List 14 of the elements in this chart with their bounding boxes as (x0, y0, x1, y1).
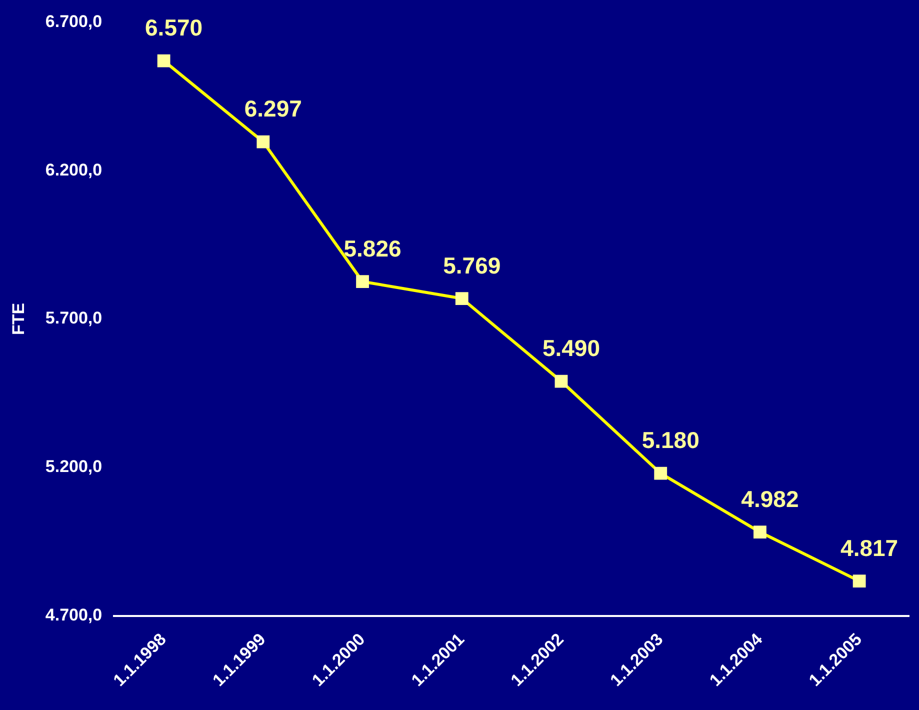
data-label: 6.297 (244, 96, 302, 122)
y-axis-title: FTE (8, 302, 28, 336)
data-label: 4.982 (741, 486, 799, 512)
data-label: 6.570 (145, 14, 203, 41)
y-tick-label: 6.200,0 (45, 160, 102, 180)
data-label: 5.490 (542, 335, 600, 362)
data-label: 5.826 (344, 235, 402, 262)
y-tick-label: 6.700,0 (45, 12, 102, 31)
data-label: 5.180 (642, 427, 700, 454)
data-label: 4.817 (840, 534, 898, 561)
data-label: 5.769 (443, 252, 501, 278)
y-tick-label: 5.200,0 (45, 457, 102, 476)
y-tick-label: 4.700,0 (45, 605, 102, 624)
y-tick-label: 5.700,0 (45, 308, 102, 328)
